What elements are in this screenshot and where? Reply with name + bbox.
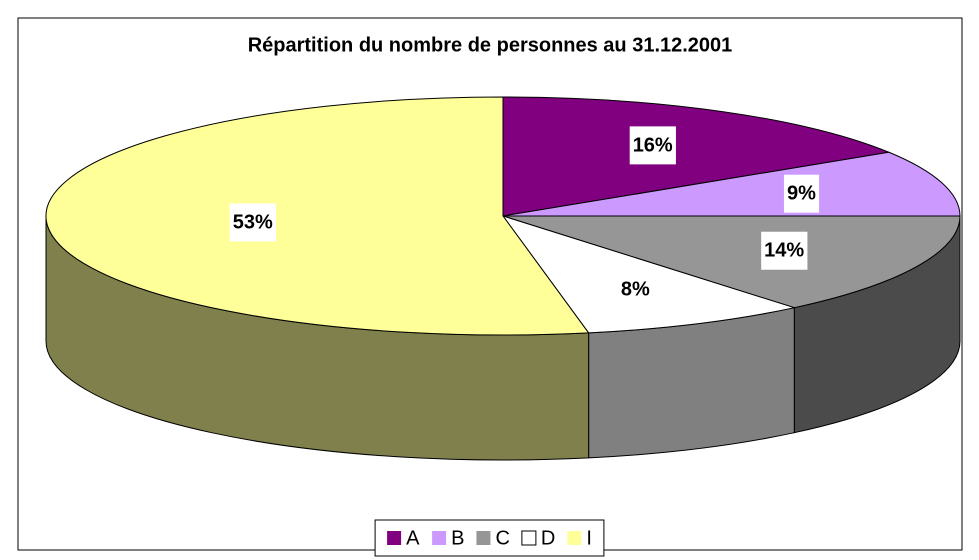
data-label-group: 53% [229,203,276,242]
data-label-group: 9% [783,174,820,213]
data-label: 16% [633,134,673,156]
legend-label: C [495,527,509,549]
legend-marker [521,530,537,546]
legend-label: A [406,527,420,549]
data-label: 14% [764,240,804,262]
data-label: 9% [787,183,816,205]
data-label-group: 8% [617,270,653,309]
legend-label: I [586,527,592,549]
pie-slice [502,96,891,217]
legend-marker [387,531,402,545]
pie-slice [502,151,961,217]
data-label-bg [629,126,676,165]
data-label-bg [617,270,653,309]
legend-marker [567,531,582,545]
legend-marker [432,531,447,545]
legend-label: D [541,527,555,549]
data-label-bg [761,231,808,270]
pie-slice [45,96,590,336]
data-label: 8% [621,278,650,300]
data-label-group: 16% [629,126,676,165]
data-label-bg [229,203,276,242]
legend-label: B [451,527,464,549]
legend-marker [476,531,491,545]
data-label-group: 14% [761,231,808,270]
data-label-bg [783,174,820,213]
data-label: 53% [233,211,273,233]
pie-slice [502,215,961,309]
chart-title: Répartition du nombre de personnes au 31… [248,34,733,56]
